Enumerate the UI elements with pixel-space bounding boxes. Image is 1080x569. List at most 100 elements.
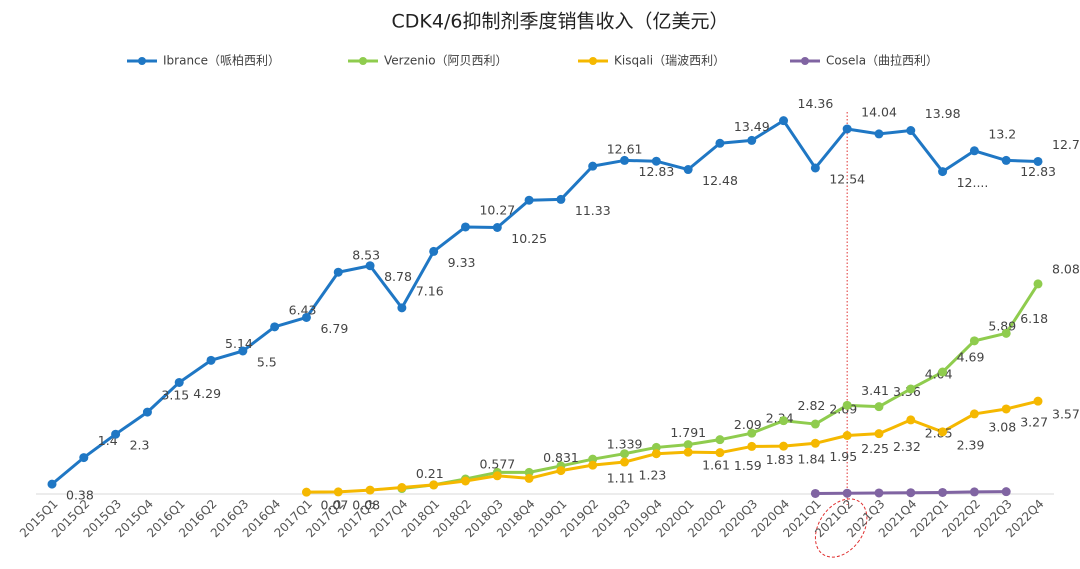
data-point: [397, 303, 407, 313]
data-label: 1.83: [766, 452, 794, 467]
data-point: [142, 407, 152, 417]
data-point: [651, 442, 661, 452]
data-point: [79, 453, 89, 463]
data-point: [1001, 404, 1011, 414]
data-point: [651, 449, 661, 459]
data-label: 2.32: [893, 439, 921, 454]
data-point: [842, 400, 852, 410]
legend-label: Cosela（曲拉西利）: [826, 53, 938, 68]
data-label: 0.07: [320, 498, 348, 513]
data-label: 5.5: [257, 355, 277, 370]
data-label: 1.339: [607, 437, 643, 452]
data-label: 12.79: [1052, 137, 1080, 152]
data-label: 12.48: [702, 173, 738, 188]
data-label: 5.89: [988, 318, 1016, 333]
legend-marker: [801, 57, 809, 65]
data-label: 12.54: [829, 171, 865, 186]
data-point: [1001, 328, 1011, 338]
chart-title: CDK4/6抑制剂季度销售收入（亿美元）: [392, 11, 729, 33]
data-point: [810, 488, 820, 498]
data-label: 1.95: [829, 449, 857, 464]
data-label: 6.79: [320, 321, 348, 336]
data-point: [1033, 279, 1043, 289]
data-label: 1.61: [702, 458, 730, 473]
data-point: [906, 384, 916, 394]
data-point: [429, 246, 439, 256]
data-label: 3.57: [1052, 407, 1080, 422]
data-label: 2.25: [861, 441, 889, 456]
data-label: 12.83: [639, 164, 675, 179]
data-point: [842, 488, 852, 498]
data-point: [206, 355, 216, 365]
data-label: 4.69: [957, 350, 985, 365]
data-label: 10.27: [479, 202, 515, 217]
data-point: [969, 336, 979, 346]
data-point: [270, 322, 280, 332]
data-label: 0.08: [352, 497, 380, 512]
data-label: 14.04: [861, 104, 897, 119]
data-point: [1001, 155, 1011, 165]
data-label: 3.15: [161, 388, 189, 403]
data-point: [301, 487, 311, 497]
data-point: [779, 441, 789, 451]
data-label: 11.33: [575, 203, 611, 218]
data-point: [620, 457, 630, 467]
data-label: 3.27: [1020, 414, 1048, 429]
data-point: [969, 487, 979, 497]
data-label: 2.09: [734, 417, 762, 432]
data-point: [874, 488, 884, 498]
data-point: [365, 261, 375, 271]
data-label: 8.78: [384, 269, 412, 284]
data-label: 8.53: [352, 248, 380, 263]
data-label: 0.831: [543, 450, 579, 465]
data-label: 12.83: [1020, 164, 1056, 179]
data-label: 0.577: [479, 456, 515, 471]
data-label: 3.36: [893, 384, 921, 399]
data-label: 5.14: [225, 336, 253, 351]
data-point: [651, 156, 661, 166]
data-label: 2.34: [766, 411, 794, 426]
data-point: [588, 460, 598, 470]
series-line: [306, 399, 1039, 494]
data-label: 1.84: [798, 452, 826, 467]
data-point: [397, 483, 407, 492]
data-point: [460, 222, 470, 232]
data-point: [620, 449, 630, 459]
data-point: [874, 429, 884, 439]
data-point: [588, 161, 598, 171]
data-point: [524, 473, 534, 483]
data-point: [906, 126, 916, 136]
data-point: [842, 431, 852, 440]
data-label: 1.23: [639, 468, 667, 483]
data-point: [906, 488, 916, 498]
data-point: [779, 116, 789, 126]
data-label: 12....: [957, 175, 989, 190]
data-label: 12.61: [607, 142, 643, 157]
data-point: [810, 438, 820, 448]
data-point: [810, 419, 820, 429]
data-point: [333, 267, 343, 277]
data-point: [111, 429, 121, 439]
data-label: 0.38: [66, 488, 94, 503]
data-label: 8.08: [1052, 261, 1080, 276]
data-label: 7.16: [416, 283, 444, 298]
data-point: [524, 195, 534, 205]
data-point: [1033, 156, 1043, 166]
data-point: [938, 367, 948, 377]
data-point: [715, 138, 725, 148]
data-point: [938, 487, 948, 497]
data-label: 1.791: [670, 425, 706, 440]
data-point: [969, 146, 979, 156]
highlight-ellipse: [814, 498, 868, 558]
data-point: [906, 415, 916, 425]
data-label: 3.08: [988, 419, 1016, 434]
data-point: [47, 479, 57, 489]
data-label: 14.36: [798, 96, 834, 111]
data-label: 1.59: [734, 458, 762, 473]
data-label: 2.82: [798, 398, 826, 413]
data-point: [492, 223, 502, 232]
data-point: [556, 194, 566, 204]
data-label: 2.3: [130, 438, 150, 453]
data-label: 4.29: [193, 386, 221, 401]
